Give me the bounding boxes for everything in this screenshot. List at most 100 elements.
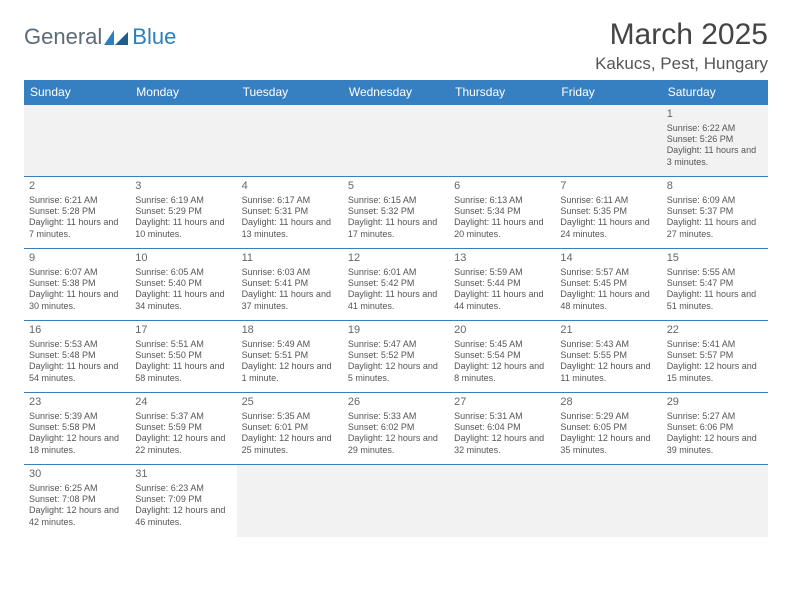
calendar-cell-blank [343,105,449,177]
calendar-cell: 12Sunrise: 6:01 AMSunset: 5:42 PMDayligh… [343,249,449,321]
calendar-cell: 31Sunrise: 6:23 AMSunset: 7:09 PMDayligh… [130,465,236,537]
sunset-line: Sunset: 5:58 PM [29,422,125,433]
calendar-cell: 20Sunrise: 5:45 AMSunset: 5:54 PMDayligh… [449,321,555,393]
dayname-saturday: Saturday [662,80,768,105]
calendar-cell: 22Sunrise: 5:41 AMSunset: 5:57 PMDayligh… [662,321,768,393]
day-number: 4 [242,180,338,194]
calendar-cell-blank [237,105,343,177]
day-number: 19 [348,324,444,338]
day-number: 28 [560,396,656,410]
sunset-line: Sunset: 5:48 PM [29,350,125,361]
daylight-line: Daylight: 12 hours and 25 minutes. [242,433,338,456]
daylight-line: Daylight: 11 hours and 27 minutes. [667,217,763,240]
day-number: 17 [135,324,231,338]
daylight-line: Daylight: 11 hours and 41 minutes. [348,289,444,312]
day-number: 9 [29,252,125,266]
sunrise-line: Sunrise: 6:22 AM [667,123,763,134]
header: General Blue March 2025 Kakucs, Pest, Hu… [24,18,768,74]
daylight-line: Daylight: 11 hours and 7 minutes. [29,217,125,240]
daylight-line: Daylight: 12 hours and 18 minutes. [29,433,125,456]
daylight-line: Daylight: 11 hours and 24 minutes. [560,217,656,240]
calendar-cell: 2Sunrise: 6:21 AMSunset: 5:28 PMDaylight… [24,177,130,249]
sunset-line: Sunset: 6:04 PM [454,422,550,433]
sunset-line: Sunset: 5:52 PM [348,350,444,361]
day-number: 8 [667,180,763,194]
calendar-cell: 13Sunrise: 5:59 AMSunset: 5:44 PMDayligh… [449,249,555,321]
day-number: 7 [560,180,656,194]
dayname-tuesday: Tuesday [237,80,343,105]
sunset-line: Sunset: 5:31 PM [242,206,338,217]
calendar-cell: 25Sunrise: 5:35 AMSunset: 6:01 PMDayligh… [237,393,343,465]
calendar-cell-blank [555,105,661,177]
calendar-cell: 4Sunrise: 6:17 AMSunset: 5:31 PMDaylight… [237,177,343,249]
daylight-line: Daylight: 11 hours and 37 minutes. [242,289,338,312]
sunset-line: Sunset: 6:06 PM [667,422,763,433]
sunset-line: Sunset: 7:08 PM [29,494,125,505]
day-number: 13 [454,252,550,266]
calendar-cell-blank [662,465,768,537]
sunset-line: Sunset: 6:01 PM [242,422,338,433]
sunset-line: Sunset: 7:09 PM [135,494,231,505]
day-number: 20 [454,324,550,338]
daylight-line: Daylight: 12 hours and 22 minutes. [135,433,231,456]
sunset-line: Sunset: 5:47 PM [667,278,763,289]
sunrise-line: Sunrise: 5:27 AM [667,411,763,422]
calendar-cell: 9Sunrise: 6:07 AMSunset: 5:38 PMDaylight… [24,249,130,321]
daylight-line: Daylight: 11 hours and 51 minutes. [667,289,763,312]
dayname-thursday: Thursday [449,80,555,105]
calendar-table: Sunday Monday Tuesday Wednesday Thursday… [24,80,768,537]
sunrise-line: Sunrise: 6:23 AM [135,483,231,494]
day-number: 6 [454,180,550,194]
day-number: 24 [135,396,231,410]
day-number: 5 [348,180,444,194]
day-number: 1 [667,108,763,122]
daylight-line: Daylight: 11 hours and 30 minutes. [29,289,125,312]
daylight-line: Daylight: 12 hours and 11 minutes. [560,361,656,384]
daylight-line: Daylight: 11 hours and 17 minutes. [348,217,444,240]
day-number: 26 [348,396,444,410]
day-number: 21 [560,324,656,338]
sunrise-line: Sunrise: 5:31 AM [454,411,550,422]
daylight-line: Daylight: 12 hours and 5 minutes. [348,361,444,384]
daylight-line: Daylight: 11 hours and 54 minutes. [29,361,125,384]
calendar-row: 30Sunrise: 6:25 AMSunset: 7:08 PMDayligh… [24,465,768,537]
calendar-cell: 30Sunrise: 6:25 AMSunset: 7:08 PMDayligh… [24,465,130,537]
day-number: 14 [560,252,656,266]
sunset-line: Sunset: 5:41 PM [242,278,338,289]
calendar-cell: 8Sunrise: 6:09 AMSunset: 5:37 PMDaylight… [662,177,768,249]
sunrise-line: Sunrise: 6:11 AM [560,195,656,206]
calendar-row: 1Sunrise: 6:22 AMSunset: 5:26 PMDaylight… [24,105,768,177]
daylight-line: Daylight: 12 hours and 35 minutes. [560,433,656,456]
sunrise-line: Sunrise: 6:19 AM [135,195,231,206]
sunrise-line: Sunrise: 5:37 AM [135,411,231,422]
calendar-cell: 5Sunrise: 6:15 AMSunset: 5:32 PMDaylight… [343,177,449,249]
sunrise-line: Sunrise: 5:57 AM [560,267,656,278]
sunrise-line: Sunrise: 6:09 AM [667,195,763,206]
day-number: 11 [242,252,338,266]
sunrise-line: Sunrise: 6:05 AM [135,267,231,278]
daylight-line: Daylight: 11 hours and 58 minutes. [135,361,231,384]
daylight-line: Daylight: 11 hours and 10 minutes. [135,217,231,240]
calendar-cell: 15Sunrise: 5:55 AMSunset: 5:47 PMDayligh… [662,249,768,321]
daylight-line: Daylight: 12 hours and 32 minutes. [454,433,550,456]
sunset-line: Sunset: 5:29 PM [135,206,231,217]
sunset-line: Sunset: 5:37 PM [667,206,763,217]
sunrise-line: Sunrise: 5:43 AM [560,339,656,350]
sunrise-line: Sunrise: 5:45 AM [454,339,550,350]
sunrise-line: Sunrise: 6:21 AM [29,195,125,206]
day-number: 12 [348,252,444,266]
dayname-row: Sunday Monday Tuesday Wednesday Thursday… [24,80,768,105]
calendar-cell: 19Sunrise: 5:47 AMSunset: 5:52 PMDayligh… [343,321,449,393]
day-number: 23 [29,396,125,410]
sunrise-line: Sunrise: 6:25 AM [29,483,125,494]
logo-mark-icon [104,27,130,47]
calendar-cell: 10Sunrise: 6:05 AMSunset: 5:40 PMDayligh… [130,249,236,321]
daylight-line: Daylight: 11 hours and 13 minutes. [242,217,338,240]
calendar-row: 23Sunrise: 5:39 AMSunset: 5:58 PMDayligh… [24,393,768,465]
daylight-line: Daylight: 12 hours and 15 minutes. [667,361,763,384]
calendar-row: 2Sunrise: 6:21 AMSunset: 5:28 PMDaylight… [24,177,768,249]
month-title: March 2025 [595,18,768,52]
calendar-cell-blank [237,465,343,537]
calendar-cell-blank [555,465,661,537]
sunset-line: Sunset: 5:34 PM [454,206,550,217]
